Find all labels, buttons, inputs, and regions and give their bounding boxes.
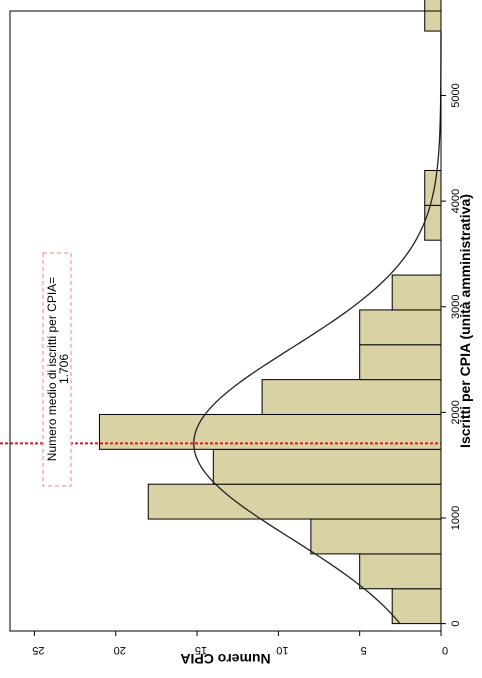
y-tick-label: 0 (442, 644, 448, 656)
normal-curve (193, 32, 442, 625)
x-axis-label: Iscritti per CPIA (unità amministrativa) (457, 194, 473, 448)
annotation-box (42, 252, 72, 487)
histogram-bar (212, 448, 442, 485)
annotation-line-1: Numero medio di iscritti per CPIA= (45, 277, 59, 461)
x-tick-label: 2000 (450, 400, 462, 424)
histogram-bar (261, 379, 442, 415)
y-tick-label: 15 (195, 644, 207, 656)
x-tick-label: 0 (450, 621, 462, 627)
histogram-bar (424, 204, 442, 241)
x-tick-label: 4000 (450, 189, 462, 213)
y-tick-label: 20 (114, 644, 126, 656)
x-tick-label: 1000 (450, 506, 462, 530)
y-tick-label: 5 (361, 644, 367, 656)
histogram-bar (359, 344, 442, 381)
plot-frame (9, 10, 442, 632)
annotation-line-2: 1.706 (57, 354, 71, 384)
histogram-bars (98, 0, 442, 625)
histogram-bar (359, 309, 442, 346)
y-tick-label: 25 (32, 644, 44, 656)
y-axis-label: Numero CPIA (180, 651, 270, 667)
y-tick-label: 10 (276, 644, 288, 656)
x-tick-label: 5000 (450, 83, 462, 107)
histogram-bar (391, 274, 442, 311)
histogram-bar (424, 0, 442, 32)
histogram-bar (147, 483, 442, 520)
histogram-bar (310, 518, 442, 555)
y-axis-ticks: 0 5 10 15 20 25 (32, 631, 448, 656)
histogram-bar (391, 588, 442, 625)
histogram-bar (359, 553, 442, 590)
x-tick-label: 3000 (450, 294, 462, 318)
x-axis-ticks: 0 1000 2000 3000 4000 5000 (441, 83, 462, 627)
histogram-bar (424, 169, 442, 206)
